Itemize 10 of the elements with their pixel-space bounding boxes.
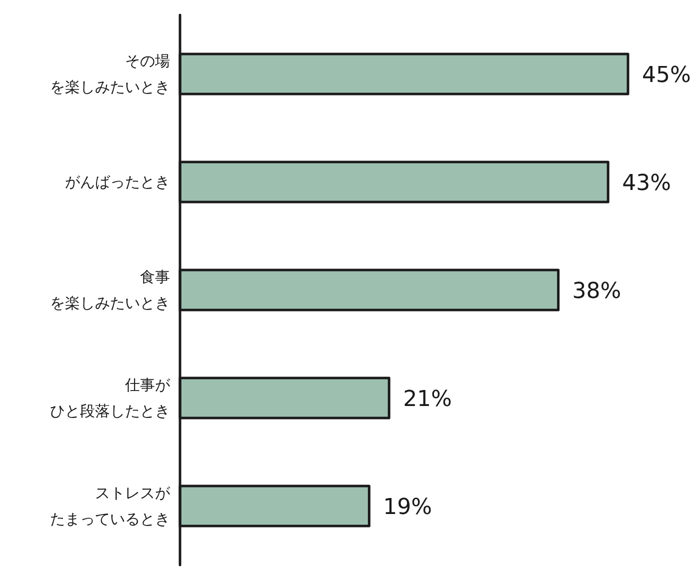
data-label: 45% xyxy=(642,63,691,88)
data-label: 21% xyxy=(403,387,452,412)
y-tick-label: 仕事がひと段落したとき xyxy=(50,377,171,420)
y-tick-label: 食事を楽しみたいとき xyxy=(50,269,170,312)
data-label: 19% xyxy=(383,495,432,520)
data-label: 38% xyxy=(572,279,622,304)
data-label: 43% xyxy=(622,171,671,196)
y-tick-label: がんばったとき xyxy=(65,174,170,191)
y-tick-label: ストレスがたまっているとき xyxy=(50,485,171,528)
y-tick-label: その場を楽しみたいとき xyxy=(50,53,170,96)
